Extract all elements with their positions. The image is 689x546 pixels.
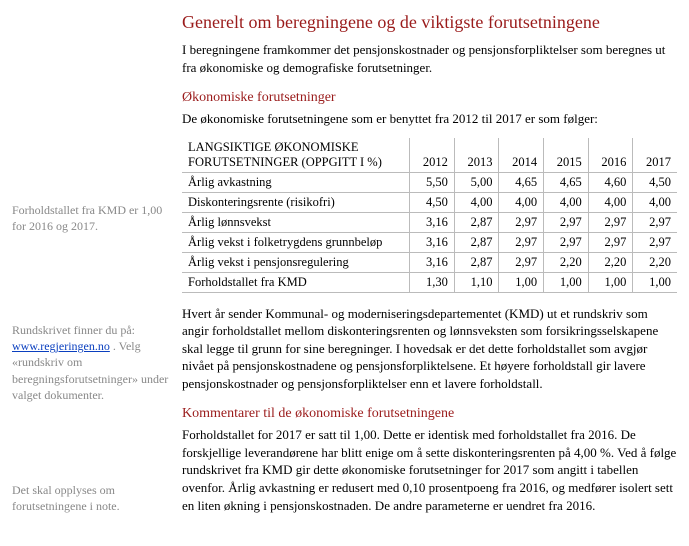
- table-cell: 2,97: [633, 232, 677, 252]
- table-cell: 1,00: [633, 272, 677, 292]
- table-cell: 2,97: [499, 212, 544, 232]
- table-cell: 2,97: [544, 232, 589, 252]
- table-cell: 4,65: [544, 172, 589, 192]
- table-cell: 2,97: [499, 232, 544, 252]
- regjeringen-link[interactable]: www.regjeringen.no: [12, 339, 110, 353]
- table-row: Årlig vekst i pensjonsregulering3,162,87…: [182, 252, 677, 272]
- table-cell: 3,16: [410, 232, 455, 252]
- table-cell: 1,00: [544, 272, 589, 292]
- table-cell: 2,97: [544, 212, 589, 232]
- table-cell: 4,65: [499, 172, 544, 192]
- table-year-header: 2013: [454, 138, 499, 173]
- table-cell: 1,00: [588, 272, 633, 292]
- table-cell: 2,87: [454, 232, 499, 252]
- table-cell: 3,16: [410, 252, 455, 272]
- table-cell: 2,97: [633, 212, 677, 232]
- table-cell: 2,97: [588, 232, 633, 252]
- table-year-header: 2012: [410, 138, 455, 173]
- table-cell: 5,50: [410, 172, 455, 192]
- table-cell: 4,00: [499, 192, 544, 212]
- table-cell: 2,97: [499, 252, 544, 272]
- table-cell: 2,20: [633, 252, 677, 272]
- table-cell: 2,20: [544, 252, 589, 272]
- table-header-label: LANGSIKTIGE ØKONOMISKE FORUTSETNINGER (O…: [182, 138, 410, 173]
- table-row: Årlig avkastning5,505,004,654,654,604,50: [182, 172, 677, 192]
- table-cell: 2,97: [588, 212, 633, 232]
- table-row-label: Diskonteringsrente (risikofri): [182, 192, 410, 212]
- table-cell: 4,50: [410, 192, 455, 212]
- table-cell: 4,50: [633, 172, 677, 192]
- table-cell: 4,00: [454, 192, 499, 212]
- sidebar: Forholdstallet fra KMD er 1,00 for 2016 …: [12, 12, 170, 524]
- table-year-header: 2017: [633, 138, 677, 173]
- side-note-rundskriv: Rundskrivet finner du på: www.regjeringe…: [12, 322, 170, 403]
- after-table-paragraph: Hvert år sender Kommunal- og moderniseri…: [182, 305, 677, 393]
- table-cell: 5,00: [454, 172, 499, 192]
- section-econ-lead: De økonomiske forutsetningene som er ben…: [182, 110, 677, 128]
- table-header-row: LANGSIKTIGE ØKONOMISKE FORUTSETNINGER (O…: [182, 138, 677, 173]
- econ-assumptions-table: LANGSIKTIGE ØKONOMISKE FORUTSETNINGER (O…: [182, 138, 677, 293]
- table-cell: 4,60: [588, 172, 633, 192]
- table-row: Diskonteringsrente (risikofri)4,504,004,…: [182, 192, 677, 212]
- side-note-opplys: Det skal opplyses om forutsetningene i n…: [12, 482, 170, 514]
- table-cell: 4,00: [544, 192, 589, 212]
- table-row-label: Årlig avkastning: [182, 172, 410, 192]
- table-row-label: Årlig vekst i pensjonsregulering: [182, 252, 410, 272]
- table-year-header: 2016: [588, 138, 633, 173]
- table-cell: 4,00: [633, 192, 677, 212]
- side-note-text: Forholdstallet fra KMD er 1,00 for 2016 …: [12, 203, 162, 233]
- table-year-header: 2014: [499, 138, 544, 173]
- table-cell: 4,00: [588, 192, 633, 212]
- table-row: Forholdstallet fra KMD1,301,101,001,001,…: [182, 272, 677, 292]
- table-cell: 1,10: [454, 272, 499, 292]
- side-note-pre: Rundskrivet finner du på:: [12, 323, 135, 337]
- section-econ-title: Økonomiske forutsetninger: [182, 90, 677, 106]
- comments-paragraph: Forholdstallet for 2017 er satt til 1,00…: [182, 426, 677, 514]
- section-comments-title: Kommentarer til de økonomiske forutsetni…: [182, 406, 677, 422]
- table-row-label: Årlig lønnsvekst: [182, 212, 410, 232]
- table-cell: 3,16: [410, 212, 455, 232]
- side-note-forholdstall: Forholdstallet fra KMD er 1,00 for 2016 …: [12, 202, 170, 234]
- table-year-header: 2015: [544, 138, 589, 173]
- page-title: Generelt om beregningene og de viktigste…: [182, 12, 677, 33]
- table-row-label: Forholdstallet fra KMD: [182, 272, 410, 292]
- table-row: Årlig lønnsvekst3,162,872,972,972,972,97: [182, 212, 677, 232]
- table-cell: 2,87: [454, 252, 499, 272]
- main-content: Generelt om beregningene og de viktigste…: [182, 12, 677, 524]
- intro-paragraph: I beregningene framkommer det pensjonsko…: [182, 41, 677, 76]
- table-cell: 1,00: [499, 272, 544, 292]
- table-cell: 2,20: [588, 252, 633, 272]
- table-row-label: Årlig vekst i folketrygdens grunnbeløp: [182, 232, 410, 252]
- table-cell: 1,30: [410, 272, 455, 292]
- table-cell: 2,87: [454, 212, 499, 232]
- side-note-text: Det skal opplyses om forutsetningene i n…: [12, 483, 120, 513]
- table-row: Årlig vekst i folketrygdens grunnbeløp3,…: [182, 232, 677, 252]
